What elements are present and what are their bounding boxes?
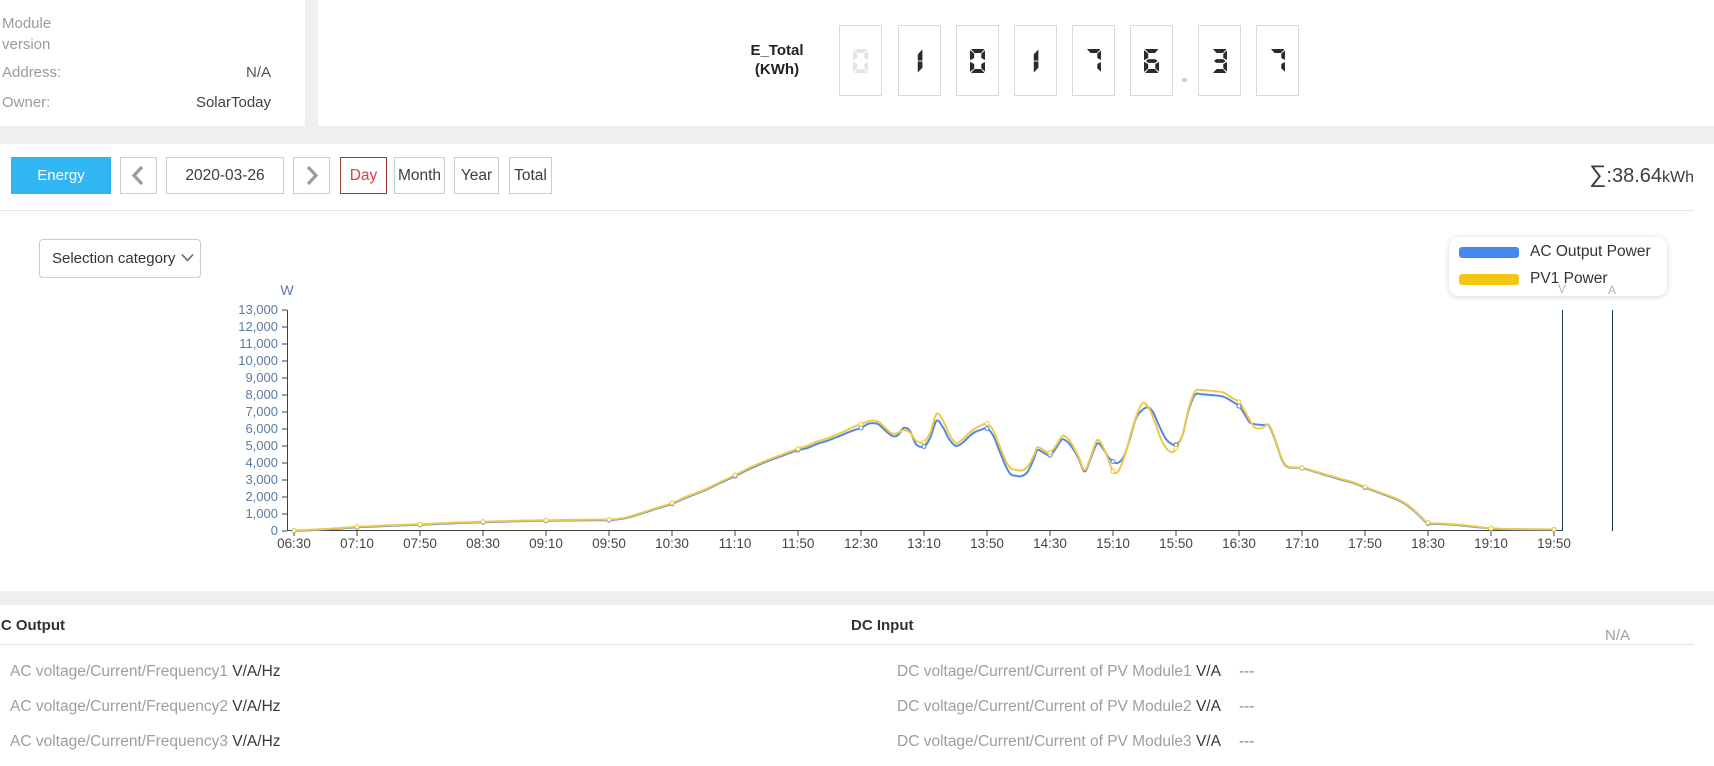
svg-text:12,000: 12,000 xyxy=(238,319,278,334)
svg-text:12:30: 12:30 xyxy=(844,536,878,551)
svg-text:5,000: 5,000 xyxy=(245,438,278,453)
svg-text:4,000: 4,000 xyxy=(245,455,278,470)
svg-text:15:10: 15:10 xyxy=(1096,536,1130,551)
svg-text:2,000: 2,000 xyxy=(245,489,278,504)
svg-text:10,000: 10,000 xyxy=(238,353,278,368)
svg-text:1,000: 1,000 xyxy=(245,506,278,521)
svg-text:13:10: 13:10 xyxy=(907,536,941,551)
svg-text:13:50: 13:50 xyxy=(970,536,1004,551)
svg-text:10:30: 10:30 xyxy=(655,536,689,551)
svg-text:07:50: 07:50 xyxy=(403,536,437,551)
svg-text:06:30: 06:30 xyxy=(277,536,311,551)
svg-text:11:50: 11:50 xyxy=(782,536,815,551)
svg-text:19:50: 19:50 xyxy=(1537,536,1571,551)
svg-text:3,000: 3,000 xyxy=(245,472,278,487)
svg-text:13,000: 13,000 xyxy=(238,302,278,317)
svg-text:16:30: 16:30 xyxy=(1222,536,1256,551)
svg-text:W: W xyxy=(280,282,294,298)
svg-text:14:30: 14:30 xyxy=(1033,536,1067,551)
svg-text:11:10: 11:10 xyxy=(719,536,752,551)
svg-text:6,000: 6,000 xyxy=(245,421,278,436)
svg-text:11,000: 11,000 xyxy=(239,336,278,351)
svg-text:15:50: 15:50 xyxy=(1159,536,1193,551)
svg-text:9,000: 9,000 xyxy=(245,370,278,385)
svg-text:0: 0 xyxy=(271,523,278,538)
svg-text:8,000: 8,000 xyxy=(245,387,278,402)
svg-text:08:30: 08:30 xyxy=(466,536,500,551)
svg-text:7,000: 7,000 xyxy=(245,404,278,419)
svg-text:09:10: 09:10 xyxy=(529,536,563,551)
svg-text:17:50: 17:50 xyxy=(1348,536,1382,551)
svg-text:17:10: 17:10 xyxy=(1285,536,1319,551)
svg-text:18:30: 18:30 xyxy=(1411,536,1445,551)
svg-text:09:50: 09:50 xyxy=(592,536,626,551)
svg-text:07:10: 07:10 xyxy=(340,536,374,551)
svg-text:19:10: 19:10 xyxy=(1474,536,1508,551)
